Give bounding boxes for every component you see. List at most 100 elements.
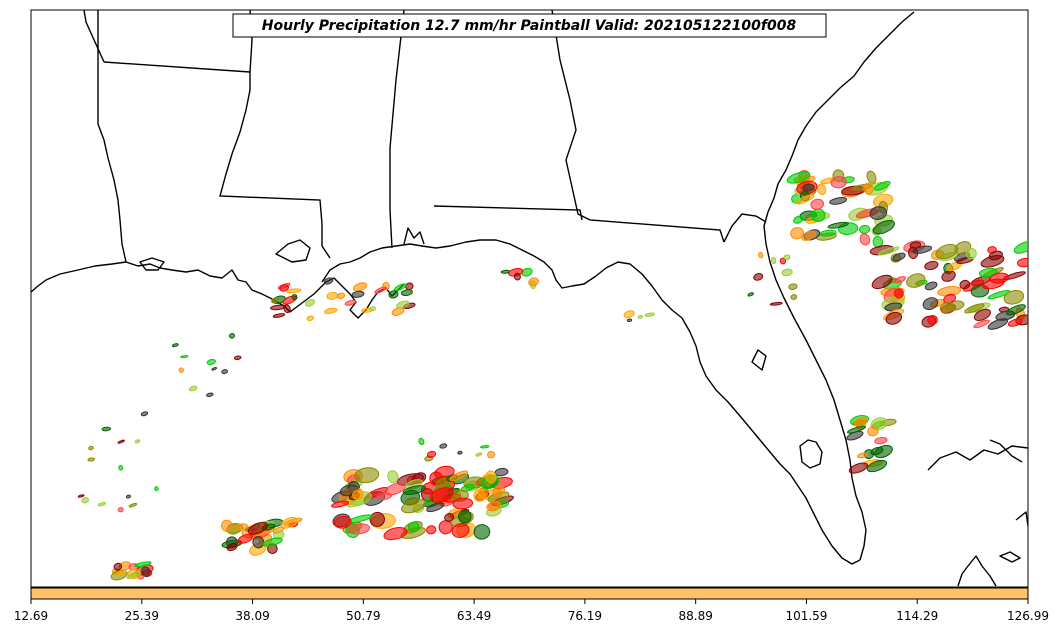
- precip-blob: [810, 198, 825, 210]
- bahamas-island-1: [989, 439, 1023, 463]
- precip-blob: [101, 426, 112, 432]
- galveston-bay: [275, 239, 311, 263]
- precip-blob: [1017, 257, 1028, 268]
- precip-blob: [859, 224, 871, 234]
- precip-blob: [644, 312, 655, 317]
- border-al-fl: [433, 205, 583, 221]
- precip-blob: [141, 566, 151, 577]
- precip-blob: [128, 502, 138, 508]
- precip-blob: [402, 485, 427, 496]
- precip-blob: [492, 485, 505, 497]
- colorbar-tick-label: 126.99: [1007, 609, 1049, 623]
- precip-blob: [885, 311, 903, 325]
- bahamas-island-2: [999, 551, 1021, 563]
- colorbar-tick-label: 50.79: [346, 609, 380, 623]
- precip-blob: [848, 462, 869, 474]
- precip-blob: [117, 439, 125, 444]
- precip-blob: [847, 425, 866, 434]
- precip-blob: [115, 570, 126, 576]
- precip-blob: [790, 227, 805, 240]
- precip-blob: [513, 272, 521, 281]
- precip-blob: [941, 270, 956, 282]
- mobile-bay: [403, 227, 425, 245]
- precip-blob: [97, 502, 106, 507]
- precip-blob: [783, 254, 791, 261]
- precip-blob: [980, 254, 1005, 268]
- island-bottom: [957, 555, 997, 587]
- precip-blob: [369, 306, 376, 312]
- precip-blob: [830, 176, 847, 189]
- precip-blob: [426, 502, 445, 513]
- precip-blob: [906, 273, 926, 288]
- precip-blob: [280, 516, 298, 529]
- precip-blob: [324, 307, 338, 314]
- precip-blob: [769, 301, 783, 306]
- precip-blob: [333, 515, 352, 529]
- precip-blob: [758, 251, 764, 259]
- precip-blob: [935, 243, 959, 260]
- colorbar-tick-label: 12.69: [14, 609, 48, 623]
- border-tx-la: [97, 10, 127, 263]
- precip-blob: [306, 315, 315, 322]
- precip-blob: [77, 494, 85, 498]
- precip-blob: [237, 533, 253, 544]
- precip-blob: [429, 487, 454, 503]
- precip-blob: [922, 297, 939, 311]
- precip-blob: [188, 385, 198, 392]
- precip-blob: [140, 411, 149, 417]
- precip-blob: [964, 303, 985, 314]
- precip-blob: [871, 274, 893, 290]
- precip-blob: [126, 571, 141, 580]
- colorbar-tick-label: 88.89: [678, 609, 712, 623]
- colorbar-tick-label: 101.59: [785, 609, 827, 623]
- precip-blob: [927, 314, 938, 326]
- map-frame: [30, 9, 1029, 588]
- precip-blob: [451, 523, 470, 538]
- precip-blob: [178, 367, 185, 373]
- precip-blob: [323, 277, 334, 285]
- precip-blob: [383, 527, 408, 541]
- precip-blob: [262, 537, 283, 547]
- precip-blob: [154, 486, 159, 492]
- precip-blob: [771, 256, 777, 265]
- bay-detail-1: [139, 257, 165, 271]
- cuba-coast: [927, 445, 1028, 471]
- florida-east-coast: [763, 11, 915, 561]
- precip-blob: [271, 297, 280, 304]
- precip-blob: [458, 509, 472, 524]
- precip-blob: [987, 318, 1009, 330]
- precip-blob: [863, 182, 874, 195]
- precip-blob: [206, 392, 214, 398]
- precip-blob: [134, 439, 141, 444]
- precip-blob: [234, 523, 248, 531]
- precip-blob: [747, 292, 754, 297]
- colorbar-tick-label: 38.09: [235, 609, 269, 623]
- precip-blob: [892, 252, 906, 262]
- lake-okeechobee: [799, 439, 823, 469]
- precip-blob: [802, 183, 815, 192]
- border-ga-fl: [723, 213, 767, 243]
- precip-blob: [819, 229, 837, 237]
- precip-blob: [475, 452, 483, 457]
- precip-blob: [487, 450, 496, 459]
- precip-blob: [206, 358, 217, 366]
- precip-blob: [973, 319, 990, 329]
- precip-blob: [790, 294, 798, 300]
- island-detail: [1015, 511, 1028, 527]
- precip-blob: [376, 492, 393, 501]
- precip-blob: [959, 279, 971, 290]
- border-tn: [83, 10, 105, 63]
- precip-blob: [351, 290, 365, 298]
- state-borders: [83, 10, 767, 263]
- precip-blob: [233, 355, 242, 361]
- precip-blob: [87, 457, 95, 462]
- precip-blob: [125, 494, 131, 499]
- precip-blob: [426, 525, 437, 535]
- colorbar: [30, 587, 1029, 600]
- precip-blob: [1005, 304, 1026, 316]
- precip-blob: [870, 446, 884, 456]
- precip-blob: [374, 286, 387, 294]
- precip-blob: [866, 170, 877, 184]
- precip-blob: [180, 355, 189, 359]
- precip-blob: [283, 304, 291, 314]
